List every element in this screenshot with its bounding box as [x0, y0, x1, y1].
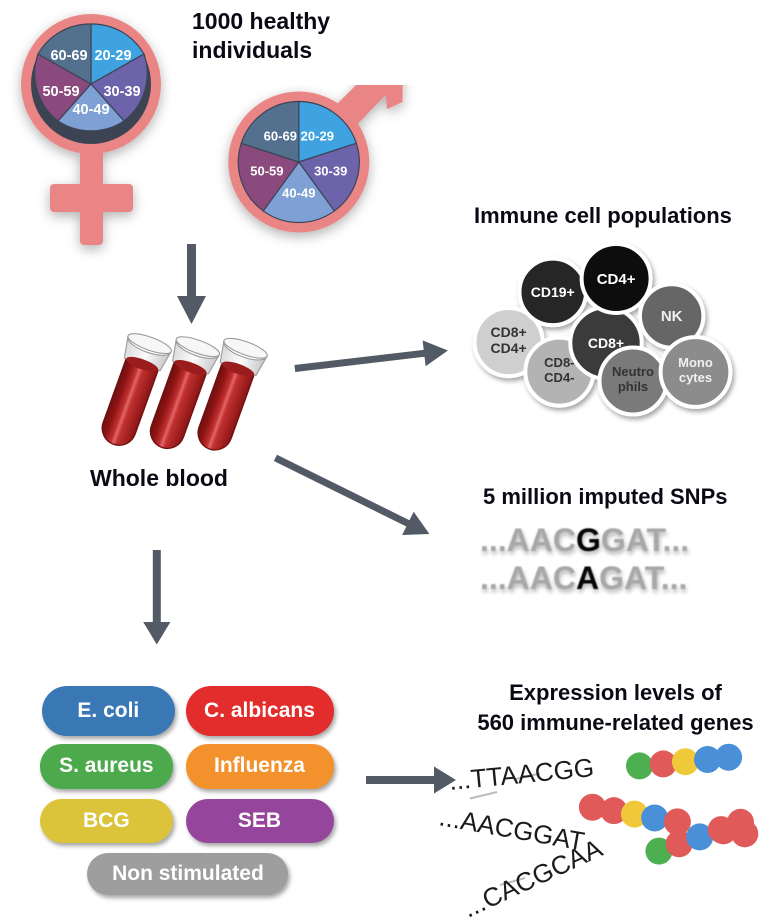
svg-text:CD4-: CD4-: [544, 370, 574, 385]
svg-text:20-29: 20-29: [301, 129, 334, 144]
svg-text:CD8-: CD8-: [544, 355, 574, 370]
svg-text:NK: NK: [661, 308, 683, 325]
svg-text:50-59: 50-59: [250, 164, 283, 179]
svg-text:30-39: 30-39: [103, 84, 140, 100]
svg-text:cytes: cytes: [679, 370, 712, 385]
svg-text:40-49: 40-49: [72, 102, 109, 118]
svg-text:40-49: 40-49: [282, 186, 315, 201]
svg-text:CD4+: CD4+: [597, 271, 636, 288]
svg-text:Neutro: Neutro: [612, 364, 654, 379]
svg-text:CD19+: CD19+: [531, 284, 575, 300]
svg-text:30-39: 30-39: [314, 164, 347, 179]
svg-text:...CACGCAA: ...CACGCAA: [458, 832, 607, 922]
svg-text:CD8+: CD8+: [588, 335, 624, 351]
svg-text:...AACGGAT: ...AACGGAT: [437, 801, 587, 856]
svg-text:20-29: 20-29: [94, 48, 131, 64]
svg-text:phils: phils: [618, 379, 648, 394]
svg-text:Mono: Mono: [678, 355, 713, 370]
svg-text:60-69: 60-69: [50, 48, 87, 64]
svg-text:60-69: 60-69: [264, 129, 297, 144]
svg-text:CD8+: CD8+: [491, 324, 527, 340]
svg-text:50-59: 50-59: [42, 84, 79, 100]
svg-text:CD4+: CD4+: [491, 340, 527, 356]
